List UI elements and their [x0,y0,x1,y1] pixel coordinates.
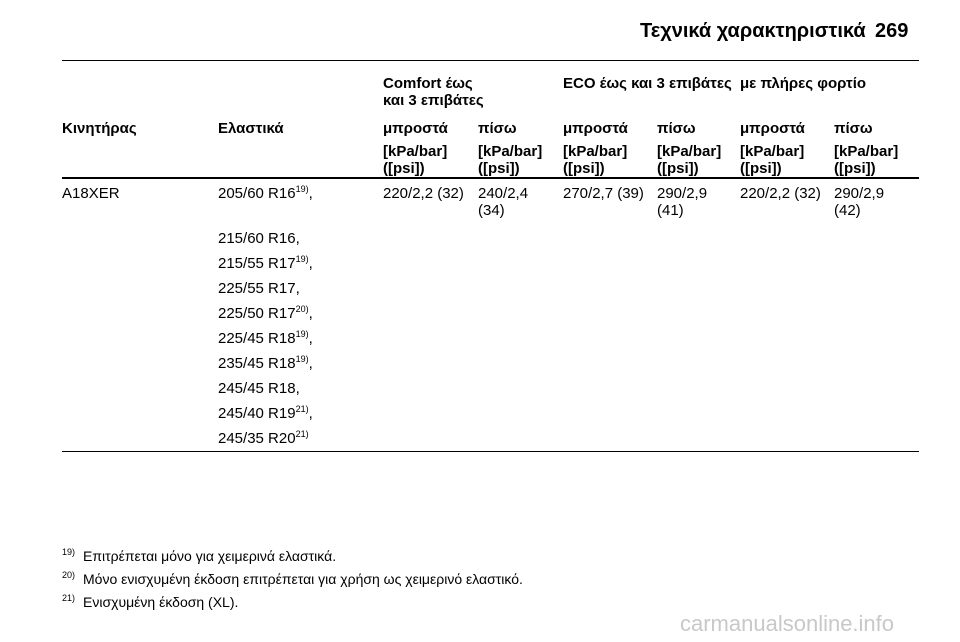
footnote-text: Ενισχυμένη έκδοση (XL). [83,594,239,610]
engine: A18XER [62,185,120,202]
column-header: Κινητήρας [62,120,137,137]
pressure: 220/2,2 (32) [740,185,821,202]
tire: 225/45 R1819), [218,329,313,348]
tire: 245/35 R2021) [218,429,309,448]
tire: 235/45 R1819), [218,354,313,373]
tire: 215/60 R16, [218,230,300,247]
tire: 245/40 R1921), [218,404,313,423]
footnote-ref: 21) [295,404,309,414]
tire: 245/45 R18, [218,380,300,397]
column-header: Ελαστικά [218,120,284,137]
pressure: 270/2,7 (39) [563,185,644,202]
pressure: 240/2,4 (34) [478,185,529,219]
tire-size: 235/45 R18 [218,355,296,372]
separator: , [308,255,313,272]
separator: , [295,280,300,297]
footnote-ref: 20) [295,304,309,314]
footnote-text: Επιτρέπεται μόνο για χειμερινά ελαστικά. [83,548,337,564]
footnote-mark: 19) [62,547,76,557]
unit-header: [kPa/bar] ([psi]) [563,143,628,177]
footnote-text: Μόνο ενισχυμένη έκδοση επιτρέπεται για χ… [83,571,523,587]
separator: , [295,380,300,397]
tire: 205/60 R1619), [218,184,313,203]
footnote: 20) Μόνο ενισχυμένη έκδοση επιτρέπεται γι… [62,571,523,588]
rule [62,60,919,61]
footnote-ref: 19) [295,329,309,339]
tire-size: 245/45 R18 [218,380,296,397]
tire-size: 245/40 R19 [218,405,296,422]
page-number: 269 [875,20,909,42]
tire: 225/55 R17, [218,280,300,297]
column-header: πίσω [478,120,517,137]
pressure: 290/2,9 (41) [657,185,708,219]
column-header: μπροστά [383,120,448,137]
separator: , [308,355,313,372]
column-header: μπροστά [740,120,805,137]
footnote-ref: 19) [295,184,309,194]
tire: 225/50 R1720), [218,304,313,323]
tire: 215/55 R1719), [218,254,313,273]
unit-header: [kPa/bar] ([psi]) [834,143,899,177]
tire-size: 225/55 R17 [218,280,296,297]
footnote-mark: 21) [62,593,76,603]
rule [62,451,919,452]
unit-header: [kPa/bar] ([psi]) [383,143,448,177]
rule [62,177,919,179]
separator: , [295,230,300,247]
footnote-ref: 19) [295,354,309,364]
footnote: 21) Ενισχυμένη έκδοση (XL). [62,594,238,611]
separator: , [308,405,313,422]
group-header: Comfort έως και 3 επιβάτες [383,75,484,109]
header-title: Τεχνικά χαρακτηριστικά [640,20,866,42]
pressure: 290/2,9 (42) [834,185,885,219]
footnote-ref: 21) [295,429,309,439]
tire-size: 245/35 R20 [218,430,296,447]
footnote: 19) Επιτρέπεται μόνο για χειμερινά ελαστι… [62,548,336,565]
group-header: ECO έως και 3 επιβάτες [563,75,732,92]
footnote-mark: 20) [62,570,76,580]
separator: , [308,185,313,202]
watermark: carmanualsonline.info [680,611,895,636]
separator: , [308,330,313,347]
unit-header: [kPa/bar] ([psi]) [478,143,543,177]
unit-header: [kPa/bar] ([psi]) [657,143,722,177]
column-header: πίσω [834,120,873,137]
tire-size: 215/60 R16 [218,230,296,247]
tire-size: 215/55 R17 [218,255,296,272]
group-header: με πλήρες φορτίο [740,75,867,92]
pressure: 220/2,2 (32) [383,185,464,202]
unit-header: [kPa/bar] ([psi]) [740,143,805,177]
column-header: μπροστά [563,120,628,137]
column-header: πίσω [657,120,696,137]
separator: , [308,305,313,322]
tire-size: 225/45 R18 [218,330,296,347]
tire-size: 205/60 R16 [218,185,296,202]
tire-size: 225/50 R17 [218,305,296,322]
footnote-ref: 19) [295,254,309,264]
